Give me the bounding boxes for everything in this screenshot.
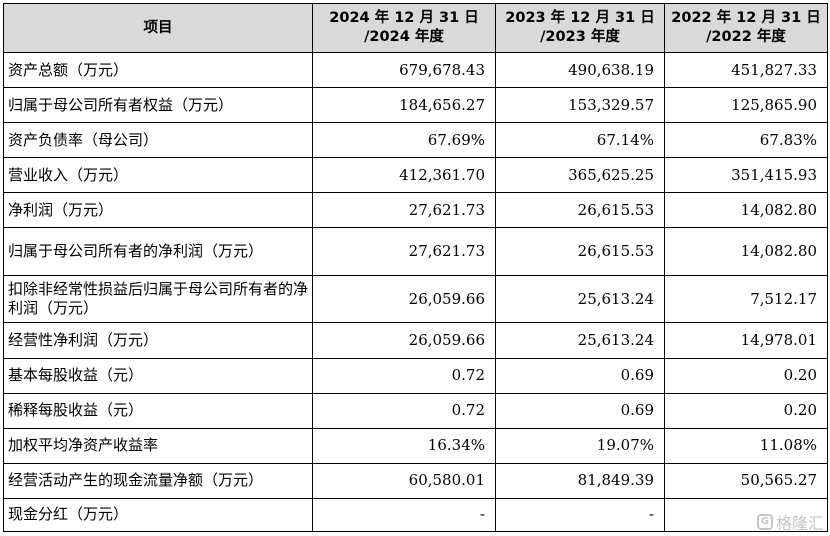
row-label: 归属于母公司所有者的净利润（万元） <box>3 227 313 276</box>
financial-summary-table: 项目 2024 年 12 月 31 日/2024 年度 2023 年 12 月 … <box>3 3 828 533</box>
value-2024: 27,621.73 <box>312 227 496 276</box>
row-label: 净利润（万元） <box>3 192 313 229</box>
value-2022: 351,415.93 <box>664 157 828 194</box>
value-2023: 25,613.24 <box>495 322 665 359</box>
value-2023: 26,615.53 <box>495 227 665 276</box>
table-row: 净利润（万元） 27,621.73 26,615.53 14,082.80 <box>3 192 828 229</box>
value-2024: 184,656.27 <box>312 87 496 124</box>
table-row: 经营性净利润（万元） 26,059.66 25,613.24 14,978.01 <box>3 322 828 359</box>
value-2023: 81,849.39 <box>495 462 665 499</box>
value-2024: 26,059.66 <box>312 322 496 359</box>
value-2022: 50,565.27 <box>664 462 828 499</box>
table-row: 归属于母公司所有者的净利润（万元） 27,621.73 26,615.53 14… <box>3 227 828 276</box>
row-label: 基本每股收益（元） <box>3 357 313 394</box>
value-2023: 67.14% <box>495 122 665 159</box>
value-2022: 11.08% <box>664 427 828 464</box>
value-2023: 25,613.24 <box>495 274 665 324</box>
row-label: 营业收入（万元） <box>3 157 313 194</box>
table-row: 加权平均净资产收益率 16.34% 19.07% 11.08% <box>3 427 828 464</box>
value-2023: 153,329.57 <box>495 87 665 124</box>
value-2022: 67.83% <box>664 122 828 159</box>
table-row: 归属于母公司所有者权益（万元） 184,656.27 153,329.57 12… <box>3 87 828 124</box>
value-2022: 14,082.80 <box>664 227 828 276</box>
value-2022: 0.20 <box>664 392 828 429</box>
value-2022: 451,827.33 <box>664 51 828 89</box>
value-2023: 26,615.53 <box>495 192 665 229</box>
row-label: 经营性净利润（万元） <box>3 322 313 359</box>
table-row: 资产总额（万元） 679,678.43 490,638.19 451,827.3… <box>3 51 828 89</box>
value-2024: 27,621.73 <box>312 192 496 229</box>
row-label: 资产总额（万元） <box>3 51 313 89</box>
value-2024: 67.69% <box>312 122 496 159</box>
value-2024: 412,361.70 <box>312 157 496 194</box>
table-row: 现金分红（万元） - - <box>3 497 828 533</box>
value-2023: 19.07% <box>495 427 665 464</box>
value-2024: 0.72 <box>312 357 496 394</box>
value-2024: 0.72 <box>312 392 496 429</box>
header-row: 项目 2024 年 12 月 31 日/2024 年度 2023 年 12 月 … <box>3 3 828 53</box>
row-label: 经营活动产生的现金流量净额（万元） <box>3 462 313 499</box>
value-2023: 0.69 <box>495 357 665 394</box>
header-2024: 2024 年 12 月 31 日/2024 年度 <box>312 3 496 53</box>
value-2023: - <box>495 497 665 533</box>
value-2022: 14,082.80 <box>664 192 828 229</box>
value-2022: 125,865.90 <box>664 87 828 124</box>
table-row: 基本每股收益（元） 0.72 0.69 0.20 <box>3 357 828 394</box>
table-row: 经营活动产生的现金流量净额（万元） 60,580.01 81,849.39 50… <box>3 462 828 499</box>
value-2023: 0.69 <box>495 392 665 429</box>
value-2023: 365,625.25 <box>495 157 665 194</box>
value-2023: 490,638.19 <box>495 51 665 89</box>
row-label: 资产负债率（母公司） <box>3 122 313 159</box>
watermark-logo: G 格隆汇 <box>756 510 824 534</box>
row-label: 归属于母公司所有者权益（万元） <box>3 87 313 124</box>
row-label: 稀释每股收益（元） <box>3 392 313 429</box>
value-2024: 60,580.01 <box>312 462 496 499</box>
value-2024: 679,678.43 <box>312 51 496 89</box>
header-item: 项目 <box>3 3 313 53</box>
table-row: 营业收入（万元） 412,361.70 365,625.25 351,415.9… <box>3 157 828 194</box>
watermark-text: 格隆汇 <box>775 514 824 533</box>
table-row: 扣除非经常性损益后归属于母公司所有者的净利润（万元） 26,059.66 25,… <box>3 274 828 324</box>
value-2024: 26,059.66 <box>312 274 496 324</box>
header-2022: 2022 年 12 月 31 日/2022 年度 <box>664 3 828 53</box>
value-2024: - <box>312 497 496 533</box>
value-2024: 16.34% <box>312 427 496 464</box>
row-label: 现金分红（万元） <box>3 497 313 533</box>
value-2022: 0.20 <box>664 357 828 394</box>
table-row: 资产负债率（母公司） 67.69% 67.14% 67.83% <box>3 122 828 159</box>
value-2022: 7,512.17 <box>664 274 828 324</box>
brand-logo-icon: G <box>756 514 773 530</box>
header-2023: 2023 年 12 月 31 日/2023 年度 <box>495 3 665 53</box>
value-2022: 14,978.01 <box>664 322 828 359</box>
table-row: 稀释每股收益（元） 0.72 0.69 0.20 <box>3 392 828 429</box>
row-label: 扣除非经常性损益后归属于母公司所有者的净利润（万元） <box>3 274 313 324</box>
row-label: 加权平均净资产收益率 <box>3 427 313 464</box>
value-2022 <box>664 497 828 533</box>
